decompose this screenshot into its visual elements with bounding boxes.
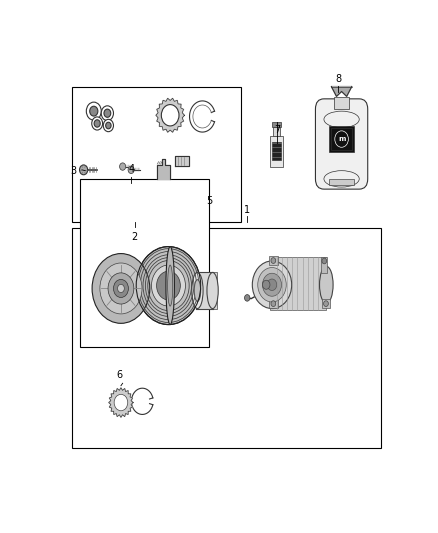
- Ellipse shape: [324, 171, 359, 187]
- Bar: [321, 257, 327, 273]
- Circle shape: [271, 301, 276, 306]
- Circle shape: [92, 254, 150, 324]
- Ellipse shape: [207, 272, 218, 309]
- FancyBboxPatch shape: [315, 99, 368, 189]
- Polygon shape: [175, 156, 189, 166]
- Text: 2: 2: [131, 232, 138, 242]
- Bar: [329, 126, 354, 152]
- Text: 3: 3: [71, 166, 77, 176]
- Bar: [324, 119, 359, 179]
- Circle shape: [114, 394, 128, 411]
- Circle shape: [100, 263, 142, 314]
- Circle shape: [271, 257, 276, 263]
- Bar: [72, 86, 241, 222]
- Circle shape: [324, 301, 328, 306]
- Bar: [332, 128, 352, 150]
- Bar: [80, 179, 209, 347]
- Ellipse shape: [324, 111, 359, 127]
- Bar: [197, 272, 217, 309]
- Circle shape: [80, 165, 88, 175]
- Ellipse shape: [262, 280, 270, 289]
- Bar: [268, 256, 278, 265]
- Circle shape: [322, 258, 327, 264]
- Circle shape: [86, 102, 101, 120]
- Circle shape: [113, 279, 128, 297]
- Circle shape: [101, 106, 113, 120]
- Circle shape: [267, 279, 277, 290]
- Bar: [268, 299, 278, 308]
- Bar: [272, 122, 281, 127]
- Polygon shape: [156, 98, 184, 132]
- Text: 8: 8: [335, 74, 341, 84]
- Circle shape: [161, 104, 179, 126]
- Text: 1: 1: [244, 205, 250, 215]
- Polygon shape: [332, 86, 352, 96]
- Circle shape: [258, 268, 286, 302]
- Bar: [72, 228, 381, 448]
- Ellipse shape: [320, 266, 333, 303]
- Polygon shape: [109, 388, 133, 417]
- Text: m: m: [338, 136, 345, 142]
- Circle shape: [128, 166, 134, 174]
- Bar: [273, 127, 280, 136]
- Bar: [270, 136, 283, 166]
- Circle shape: [106, 122, 111, 129]
- Bar: [322, 299, 330, 308]
- Ellipse shape: [192, 272, 203, 309]
- Bar: [270, 257, 326, 310]
- Circle shape: [136, 247, 201, 325]
- Circle shape: [120, 163, 126, 170]
- Text: 4: 4: [128, 164, 134, 174]
- Bar: [328, 179, 354, 185]
- Circle shape: [92, 117, 102, 130]
- Polygon shape: [156, 159, 170, 179]
- Text: 5: 5: [206, 196, 212, 206]
- Bar: [334, 97, 349, 109]
- Text: 7: 7: [274, 125, 280, 135]
- Circle shape: [117, 284, 124, 293]
- Bar: [272, 142, 281, 160]
- Circle shape: [108, 273, 134, 304]
- Ellipse shape: [168, 265, 173, 306]
- Circle shape: [94, 120, 100, 127]
- Circle shape: [104, 109, 111, 117]
- Circle shape: [252, 261, 292, 309]
- Circle shape: [157, 271, 180, 300]
- Ellipse shape: [194, 280, 201, 301]
- Circle shape: [90, 106, 98, 116]
- Text: 6: 6: [116, 370, 122, 380]
- Circle shape: [244, 295, 250, 301]
- Circle shape: [103, 119, 113, 132]
- Ellipse shape: [166, 247, 174, 325]
- Circle shape: [152, 265, 185, 306]
- Circle shape: [262, 273, 282, 296]
